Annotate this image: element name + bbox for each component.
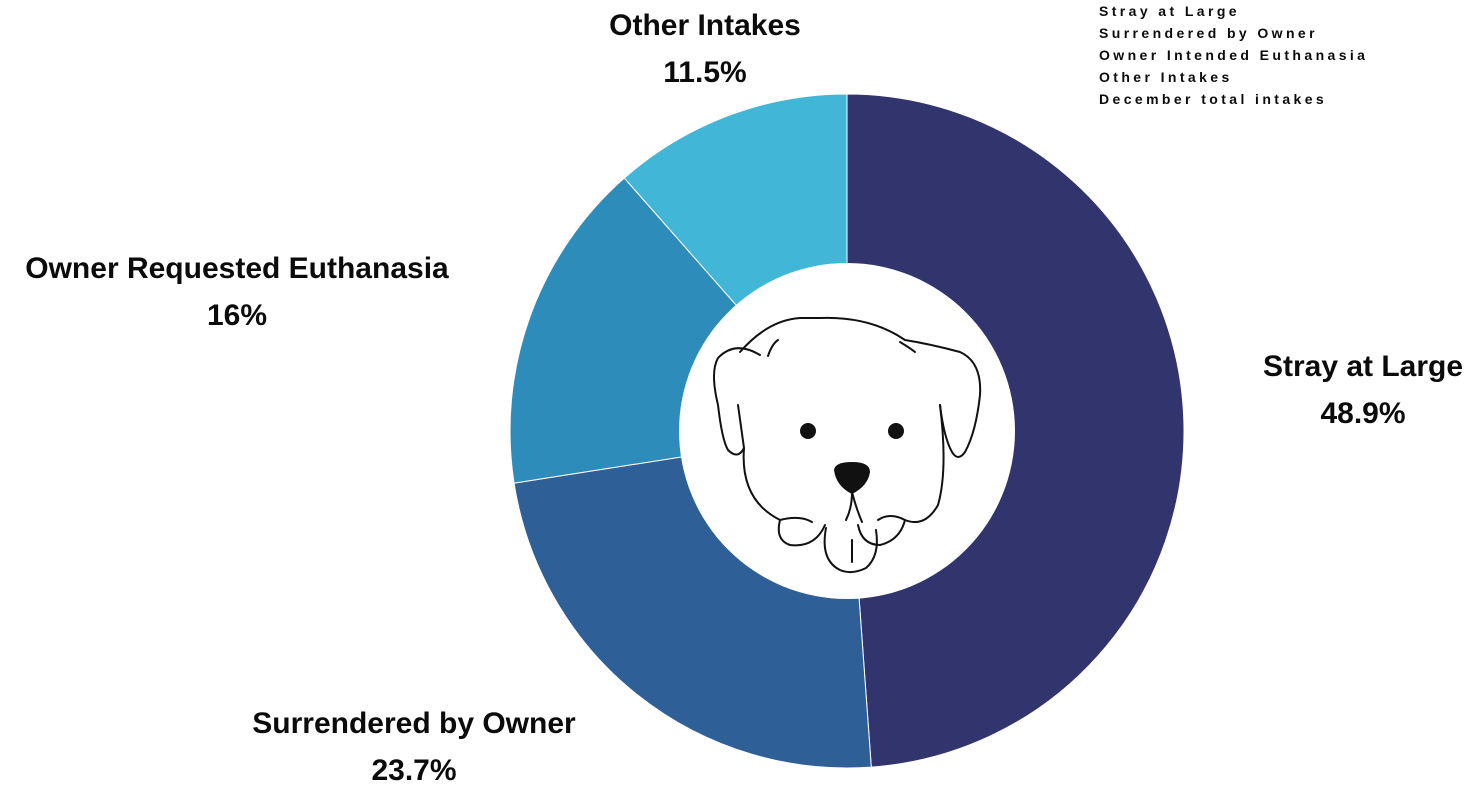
legend-item: Surrendered by Owner (1099, 25, 1318, 41)
dog-face-icon (713, 316, 982, 574)
legend-item: Owner Intended Euthanasia (1099, 47, 1369, 63)
slice-label-euthanasia-value: 16% (206, 299, 268, 332)
donut-hole (679, 263, 1015, 599)
slice-label-euthanasia-name: Owner Requested Euthanasia (25, 252, 449, 285)
slice-label-other-name: Other Intakes (609, 9, 801, 42)
slice-label-surrendered-value: 23.7% (371, 754, 457, 787)
slice-label-stray-name: Stray at Large (1262, 350, 1464, 383)
slice-label-surrendered-name: Surrendered by Owner (252, 707, 576, 740)
chart-legend: Stray at Large Surrendered by Owner Owne… (1099, 0, 1368, 110)
slice-stray (846, 93, 1185, 768)
slice-label-euthanasia: Owner Requested Euthanasia 16% (2, 245, 472, 339)
legend-item: December total intakes (1099, 91, 1328, 107)
slice-label-surrendered: Surrendered by Owner 23.7% (224, 700, 604, 794)
slice-label-other-value: 11.5% (663, 56, 747, 89)
legend-item: Stray at Large (1099, 3, 1240, 19)
slice-label-stray-value: 48.9% (1320, 397, 1406, 430)
slice-label-other: Other Intakes 11.5% (565, 2, 845, 96)
legend-item: Other Intakes (1099, 69, 1233, 85)
slice-label-stray: Stray at Large 48.9% (1253, 343, 1473, 437)
donut-slices (509, 93, 1185, 769)
